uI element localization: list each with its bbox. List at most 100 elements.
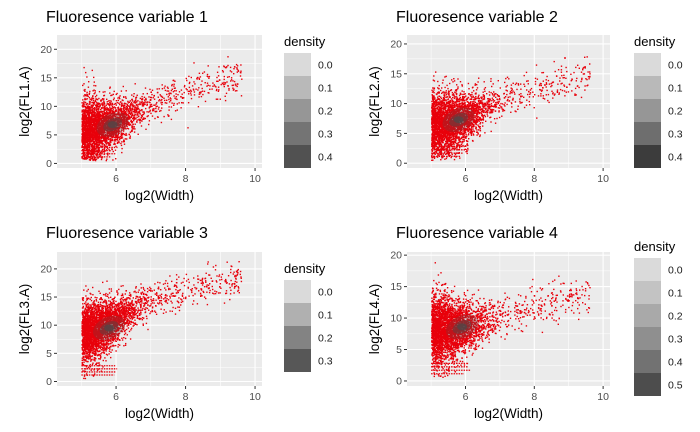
data-point [493, 100, 496, 102]
data-point [94, 120, 96, 122]
data-point [112, 159, 114, 161]
data-point [117, 142, 119, 144]
data-point [85, 98, 87, 101]
data-point [93, 155, 95, 157]
data-point [127, 100, 129, 103]
data-point [119, 103, 121, 106]
data-point [93, 76, 95, 79]
data-point [114, 149, 117, 151]
data-point [125, 128, 127, 130]
data-point [529, 104, 531, 106]
data-point [212, 85, 214, 87]
data-point [115, 100, 118, 102]
data-point [517, 83, 520, 85]
data-point [83, 154, 85, 156]
data-point [157, 116, 159, 118]
data-point [129, 135, 131, 137]
data-point [94, 92, 96, 94]
data-point [183, 97, 185, 99]
data-point [98, 97, 100, 100]
data-point [566, 70, 568, 73]
data-point [109, 138, 111, 140]
data-point [126, 117, 128, 120]
data-point [481, 100, 483, 102]
data-point [119, 101, 122, 103]
data-point [433, 89, 435, 91]
data-point [95, 148, 97, 150]
data-point [121, 141, 123, 143]
data-point [94, 96, 97, 98]
data-point [90, 123, 92, 125]
data-point [197, 89, 199, 91]
data-point [160, 109, 162, 112]
data-point [84, 136, 86, 139]
data-point [114, 136, 116, 139]
data-point [107, 103, 110, 105]
data-point [552, 97, 554, 99]
data-point [93, 137, 96, 139]
data-point [124, 96, 127, 98]
data-point [484, 105, 486, 107]
data-point [88, 151, 90, 153]
data-point [89, 107, 92, 109]
data-point [93, 127, 95, 129]
data-point [96, 116, 98, 119]
data-point [157, 91, 159, 94]
data-point [106, 145, 108, 148]
data-point [150, 112, 152, 115]
data-point [144, 99, 146, 101]
data-point [193, 81, 195, 83]
data-point [99, 136, 101, 138]
data-point [115, 110, 117, 112]
data-point [161, 96, 164, 98]
data-point [85, 130, 87, 132]
data-point [514, 101, 517, 103]
data-point [130, 101, 133, 104]
data-point [113, 143, 115, 145]
data-point [97, 118, 99, 120]
data-point [90, 114, 93, 116]
data-point [198, 96, 200, 98]
data-point [92, 99, 95, 102]
data-point [241, 78, 243, 80]
data-point [111, 107, 114, 109]
data-point [547, 93, 550, 96]
data-point [221, 82, 224, 84]
data-point [153, 95, 155, 97]
data-point [104, 135, 107, 138]
data-point [218, 89, 220, 91]
data-point [169, 97, 171, 99]
data-point [458, 99, 461, 101]
data-point [217, 86, 220, 88]
data-point [218, 66, 220, 68]
data-point [86, 106, 88, 109]
data-point [560, 71, 563, 73]
data-point [103, 100, 105, 102]
data-point [136, 94, 138, 96]
data-point [105, 126, 107, 128]
data-point [105, 138, 107, 140]
data-point [230, 71, 233, 73]
data-point [223, 78, 225, 81]
data-point [93, 123, 95, 125]
data-point [497, 102, 500, 105]
data-point [158, 99, 161, 101]
data-point [91, 69, 93, 72]
data-point [134, 112, 136, 114]
data-point [140, 114, 143, 117]
data-point [93, 103, 96, 105]
data-point [134, 105, 136, 107]
data-point [228, 76, 230, 78]
data-point [95, 119, 97, 121]
data-point [156, 105, 158, 107]
data-point [95, 108, 97, 110]
data-point [103, 116, 105, 118]
data-point [94, 140, 97, 142]
data-point [156, 88, 158, 90]
data-point [82, 99, 84, 101]
data-point [142, 93, 144, 95]
data-point [542, 95, 544, 97]
data-point [128, 109, 130, 112]
data-point [86, 76, 88, 78]
data-point [193, 91, 196, 93]
